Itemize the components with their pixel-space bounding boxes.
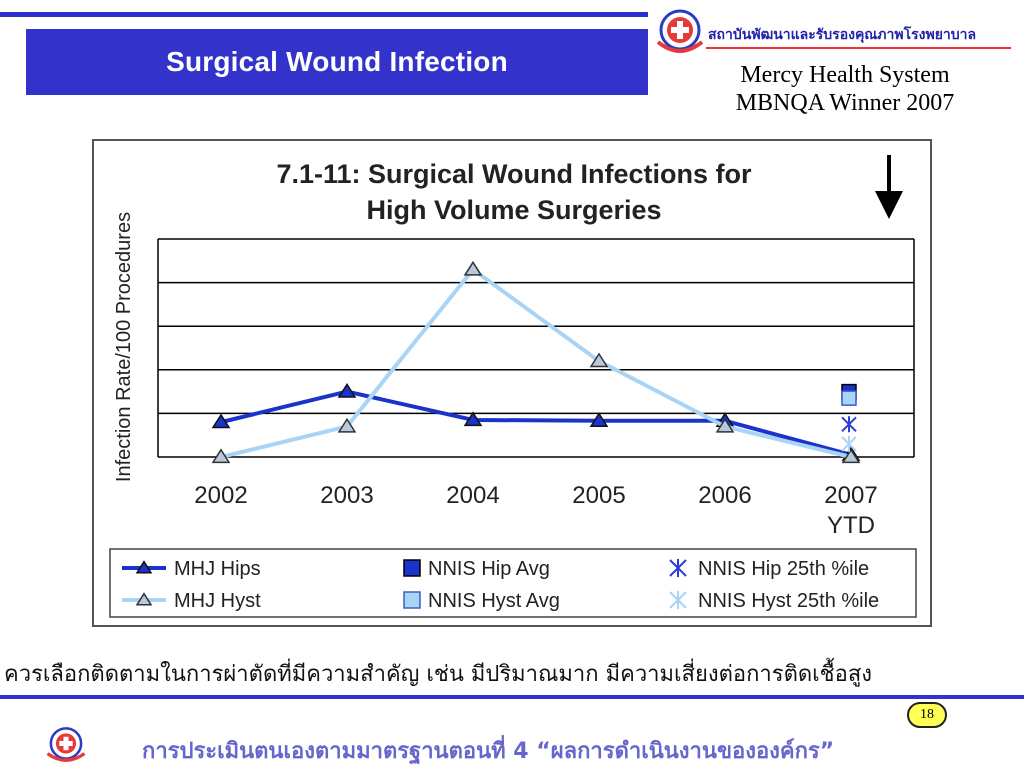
page-title: Surgical Wound Infection [166, 46, 508, 77]
x-tick-label: 2003 [320, 482, 373, 509]
legend-label: NNIS Hip 25th %ile [698, 558, 869, 580]
legend-symbol [122, 592, 166, 606]
benchmark-point [841, 435, 857, 452]
line-chart: 7.1-11: Surgical Wound Infections for Hig… [109, 155, 917, 618]
x-tick-label: YTD [827, 512, 875, 539]
series-point [337, 417, 357, 433]
x-tick-label: 2004 [446, 482, 499, 509]
institute-logo-icon [656, 9, 704, 53]
series-point [463, 260, 483, 276]
chart-title-line: 7.1-11: Surgical Wound Infections for [276, 159, 752, 189]
chart-legend: MHJ Hips NNIS Hip Avg NNIS Hip 25th %ile MH… [109, 548, 917, 618]
legend-label: NNIS Hyst 25th %ile [698, 590, 879, 612]
legend-marker [403, 591, 421, 609]
header-top-rule [0, 12, 648, 17]
legend-symbol [403, 559, 421, 577]
legend-symbol [122, 560, 166, 574]
arrow-down-icon [875, 191, 903, 219]
legend-label: MHJ Hips [174, 558, 261, 580]
chart-title-line: High Volume Surgeries [366, 195, 661, 225]
subtitle-line-2: MBNQA Winner 2007 [735, 90, 955, 116]
x-tick-label: 2006 [698, 482, 751, 509]
chart-x-tick-labels: 2002 2003 2004 2005 2006 2007 YTD [194, 482, 877, 539]
benchmark-point [841, 416, 857, 433]
chart-y-axis-label: Infection Rate/100 Procedures [113, 212, 135, 482]
chart-title: 7.1-11: Surgical Wound Infections for Hig… [276, 159, 752, 225]
institute-underline [706, 47, 1011, 49]
legend-label: MHJ Hyst [174, 590, 261, 612]
legend-label: NNIS Hyst Avg [428, 590, 560, 612]
x-tick-label: 2002 [194, 482, 247, 509]
chart-frame: 7.1-11: Surgical Wound Infections for Hig… [92, 139, 932, 627]
legend-marker [135, 560, 153, 574]
benchmark-point [841, 390, 857, 406]
series-point [841, 448, 861, 464]
chart-benchmarks [841, 383, 857, 452]
footer-logo-icon [46, 727, 86, 762]
legend-symbol [403, 591, 421, 609]
series-line [220, 389, 852, 457]
series-point [211, 413, 231, 429]
page-number-badge: 18 [907, 702, 947, 728]
footer-rule [0, 695, 1024, 699]
x-tick-label: 2005 [572, 482, 625, 509]
chart-grid [157, 238, 915, 458]
x-tick-label: 2007 [824, 482, 877, 509]
legend-marker [135, 592, 153, 606]
series-line [220, 267, 852, 459]
series-point [715, 417, 735, 433]
y-axis-label: Infection Rate/100 Procedures [113, 212, 135, 482]
footer-note: ควรเลือกติดตามในการผ่าตัดที่มีความสำคัญ … [4, 662, 873, 687]
legend-box [109, 548, 917, 618]
legend-symbol [669, 591, 687, 609]
legend-marker [669, 559, 687, 577]
legend-symbol [669, 559, 687, 577]
series-point [589, 352, 609, 368]
legend-marker [669, 591, 687, 609]
legend-marker [403, 559, 421, 577]
chart-direction-indicator [875, 155, 903, 219]
title-bar: Surgical Wound Infection [26, 29, 648, 95]
subtitle-line-1: Mercy Health System [740, 62, 950, 88]
chart-series [211, 260, 861, 464]
series-point [337, 383, 357, 398]
series-point [211, 448, 231, 464]
legend-label: NNIS Hip Avg [428, 558, 550, 580]
footer-title: การประเมินตนเองตามมาตรฐานตอนที่ 4 “ผลการ… [142, 739, 835, 764]
series-point [589, 412, 609, 427]
institute-name: สถาบันพัฒนาและรับรองคุณภาพโรงพยาบาล [708, 27, 977, 43]
series-point [463, 411, 483, 427]
